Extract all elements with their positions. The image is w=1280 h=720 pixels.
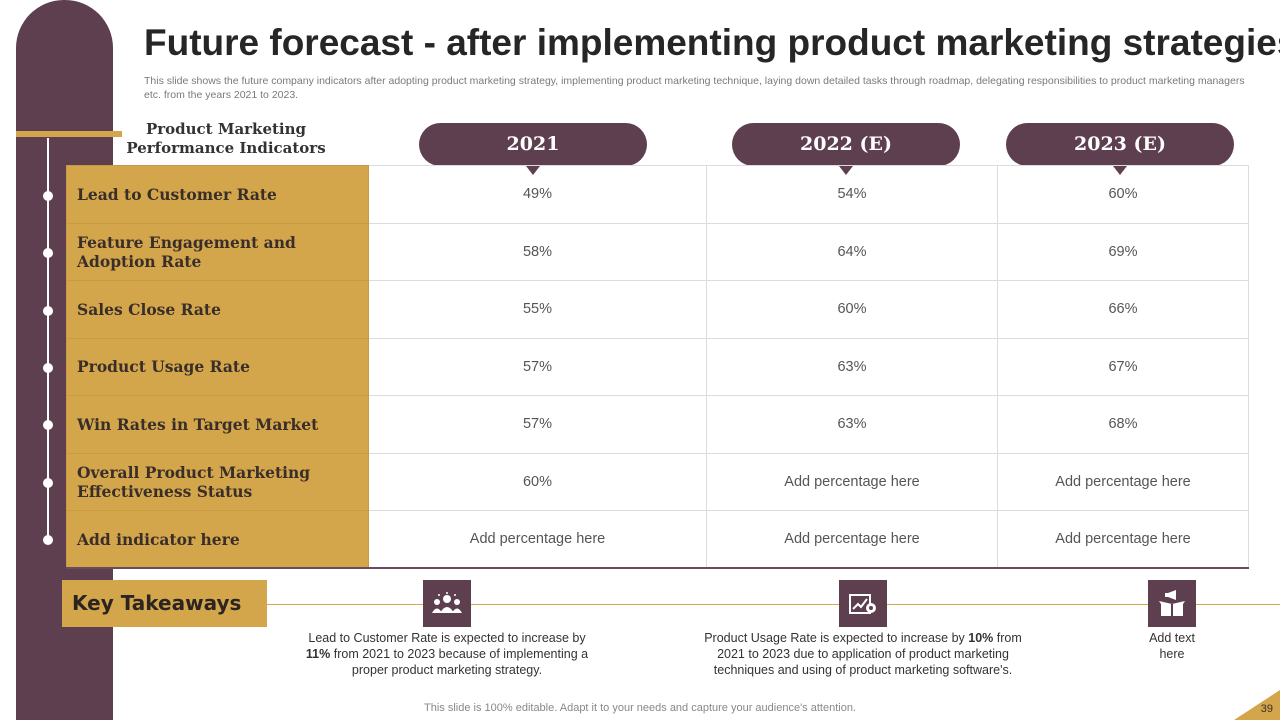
value-2021: 57% (368, 395, 707, 454)
value-2022: 63% (706, 395, 998, 454)
takeaway-text: from 2021 to 2023 due to application of … (713, 631, 1022, 677)
indicators-table: Lead to Customer Rate 49% 54% 60% Featur… (66, 165, 1249, 569)
takeaway-text-2: Product Usage Rate is expected to increa… (690, 630, 1036, 678)
value-2021: Add percentage here (368, 510, 707, 569)
indicator-label: Overall Product Marketing Effectiveness … (66, 452, 369, 511)
takeaway-highlight: 11% (305, 647, 331, 661)
value-2021: 49% (368, 165, 707, 224)
value-2023: 68% (997, 395, 1249, 454)
table-row: Sales Close Rate 55% 60% 66% (66, 280, 1249, 339)
value-2023: Add percentage here (997, 510, 1249, 569)
table-row: Overall Product Marketing Effectiveness … (66, 452, 1249, 511)
value-2021: 55% (368, 280, 707, 339)
table-row: Win Rates in Target Market 57% 63% 68% (66, 395, 1249, 454)
takeaway-text: Product Usage Rate is expected to increa… (704, 631, 969, 645)
timeline-dot (43, 535, 53, 545)
takeaway-highlight: 10% (968, 631, 994, 645)
footer-note: This slide is 100% editable. Adapt it to… (424, 702, 856, 714)
takeaway-text: Lead to Customer Rate is expected to inc… (308, 631, 586, 645)
timeline-dot (43, 363, 53, 373)
value-2022: Add percentage here (706, 510, 998, 569)
indicator-label: Add indicator here (66, 510, 369, 569)
takeaway-divider (266, 604, 1280, 605)
value-2022: 63% (706, 337, 998, 396)
timeline-dot (43, 191, 53, 201)
value-2021: 60% (368, 452, 707, 511)
key-takeaways-heading: Key Takeaways (62, 580, 267, 627)
takeaway-text-1: Lead to Customer Rate is expected to inc… (296, 630, 598, 678)
value-2021: 58% (368, 222, 707, 281)
takeaway-text-3: Add text here (1142, 630, 1202, 662)
year-header-2022: 2022 (E) (732, 123, 960, 175)
indicator-label: Product Usage Rate (66, 337, 369, 396)
slide-title: Future forecast - after implementing pro… (144, 22, 1280, 63)
team-icon (423, 580, 471, 627)
table-row: Lead to Customer Rate 49% 54% 60% (66, 165, 1249, 224)
value-2022: 60% (706, 280, 998, 339)
value-2022: 64% (706, 222, 998, 281)
value-2023: 67% (997, 337, 1249, 396)
value-2023: 69% (997, 222, 1249, 281)
indicator-column-heading: Product Marketing Performance Indicators (126, 120, 326, 157)
indicator-label: Feature Engagement and Adoption Rate (66, 222, 369, 281)
value-2023: 60% (997, 165, 1249, 224)
timeline-dot (43, 248, 53, 258)
value-2021: 57% (368, 337, 707, 396)
table-row: Product Usage Rate 57% 63% 67% (66, 337, 1249, 396)
value-2023: 66% (997, 280, 1249, 339)
table-row: Add indicator here Add percentage here A… (66, 510, 1249, 569)
takeaway-text: from 2021 to 2023 because of implementin… (330, 647, 589, 677)
year-header-2023: 2023 (E) (1006, 123, 1234, 175)
slide-subtitle: This slide shows the future company indi… (144, 75, 1245, 101)
timeline-line (47, 138, 49, 540)
page-number: 39 (1260, 703, 1273, 715)
indicator-label: Lead to Customer Rate (66, 165, 369, 224)
value-2022: Add percentage here (706, 452, 998, 511)
timeline-dot (43, 478, 53, 488)
table-row: Feature Engagement and Adoption Rate 58%… (66, 222, 1249, 281)
value-2023: Add percentage here (997, 452, 1249, 511)
year-header-2021: 2021 (419, 123, 647, 175)
growth-chart-icon (839, 580, 887, 627)
value-2022: 54% (706, 165, 998, 224)
gold-accent-stripe (16, 131, 122, 137)
timeline-dot (43, 420, 53, 430)
indicator-label: Win Rates in Target Market (66, 395, 369, 454)
megaphone-box-icon (1148, 580, 1196, 627)
timeline-dot (43, 306, 53, 316)
takeaway-text: Add text here (1149, 631, 1195, 661)
indicator-label: Sales Close Rate (66, 280, 369, 339)
page-number-badge: 39 (1234, 690, 1280, 720)
